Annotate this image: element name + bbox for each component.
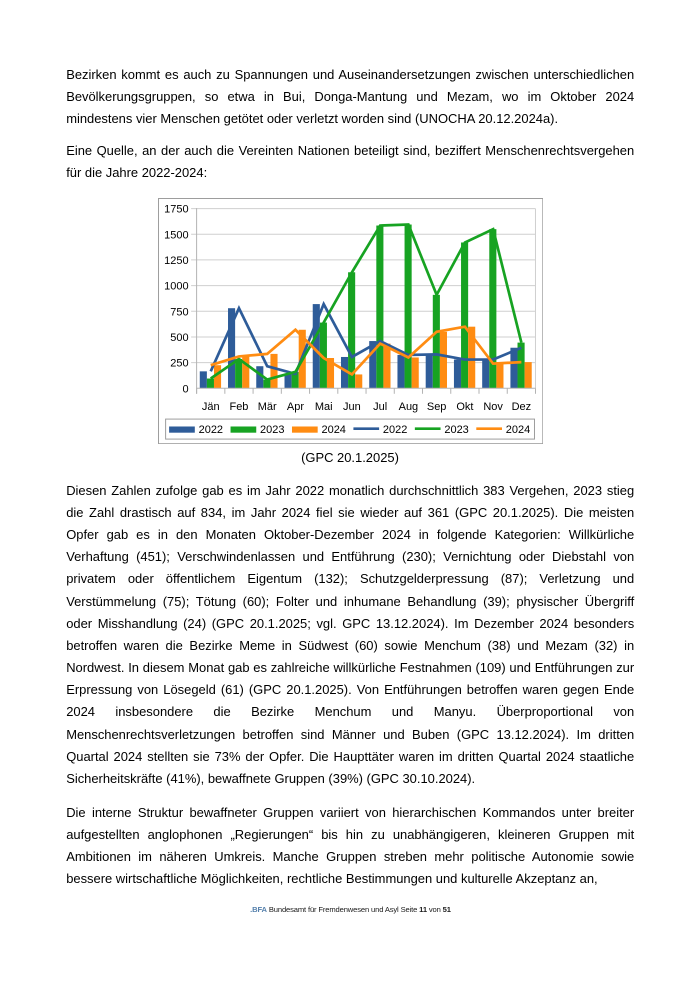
svg-text:0: 0 <box>182 383 188 395</box>
svg-text:500: 500 <box>170 332 188 344</box>
svg-text:Mär: Mär <box>258 401 277 413</box>
svg-text:Nov: Nov <box>483 401 503 413</box>
svg-text:2023: 2023 <box>260 424 284 436</box>
svg-text:1250: 1250 <box>164 255 188 267</box>
svg-text:Sep: Sep <box>427 401 447 413</box>
svg-text:1000: 1000 <box>164 280 188 292</box>
svg-text:Jun: Jun <box>343 401 361 413</box>
svg-text:2024: 2024 <box>506 424 530 436</box>
svg-text:Jul: Jul <box>373 401 387 413</box>
svg-text:2022: 2022 <box>198 424 222 436</box>
svg-text:2022: 2022 <box>383 424 407 436</box>
svg-text:Dez: Dez <box>511 401 531 413</box>
svg-text:2024: 2024 <box>321 424 345 436</box>
svg-text:250: 250 <box>170 357 188 369</box>
svg-text:Apr: Apr <box>287 401 304 413</box>
svg-text:1750: 1750 <box>164 203 188 215</box>
svg-text:Jän: Jän <box>202 401 220 413</box>
svg-text:Mai: Mai <box>315 401 333 413</box>
svg-text:1500: 1500 <box>164 229 188 241</box>
svg-text:Feb: Feb <box>229 401 248 413</box>
svg-text:2023: 2023 <box>444 424 468 436</box>
svg-text:Okt: Okt <box>456 401 473 413</box>
svg-text:750: 750 <box>170 306 188 318</box>
svg-text:Aug: Aug <box>399 401 419 413</box>
